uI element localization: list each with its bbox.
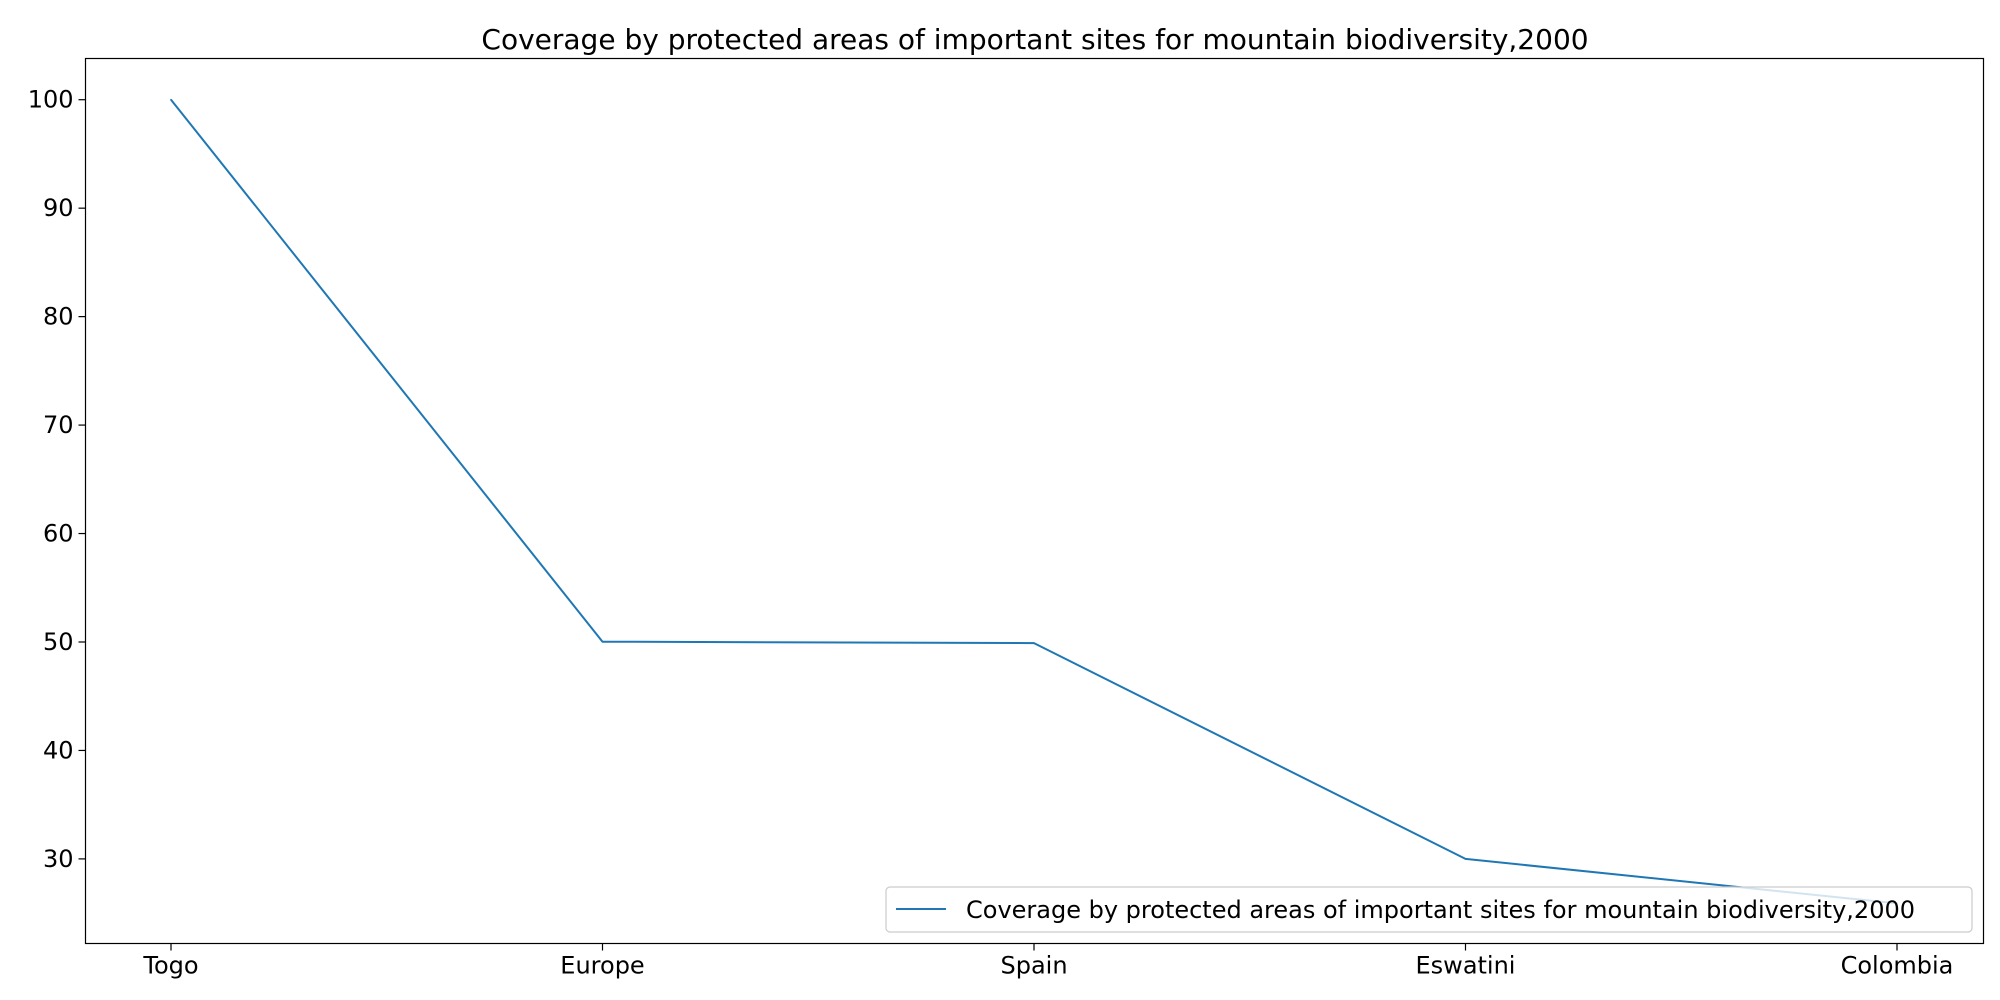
y-tick-label: 80 — [43, 303, 74, 331]
x-tick-label: Europe — [560, 952, 644, 980]
y-tick-label: 50 — [43, 628, 74, 656]
x-tick-label: Togo — [142, 952, 198, 980]
x-tick-label: Eswatini — [1416, 952, 1516, 980]
x-tick-label: Spain — [1000, 952, 1067, 980]
y-tick-label: 100 — [28, 86, 74, 114]
data-point — [170, 98, 172, 101]
legend: Coverage by protected areas of important… — [885, 886, 1973, 933]
y-tick-label: 60 — [43, 520, 74, 548]
data-point — [1033, 642, 1035, 644]
data-point — [1464, 858, 1467, 860]
y-tick-label: 30 — [43, 845, 74, 873]
legend-box — [885, 886, 1973, 933]
x-tick-label: Colombia — [1841, 952, 1954, 980]
y-tick-label: 70 — [43, 411, 74, 439]
legend-label: Coverage by protected areas of important… — [966, 896, 1915, 924]
y-tick-label: 90 — [43, 194, 74, 222]
chart-title: Coverage by protected areas of important… — [481, 23, 1588, 56]
axes-frame — [84, 57, 1985, 945]
y-tick-label: 40 — [43, 736, 74, 764]
data-point — [601, 640, 604, 643]
plot-area: 30 40 50 60 70 80 90 100 Togo Europe Spain Eswatini… — [28, 86, 1954, 980]
